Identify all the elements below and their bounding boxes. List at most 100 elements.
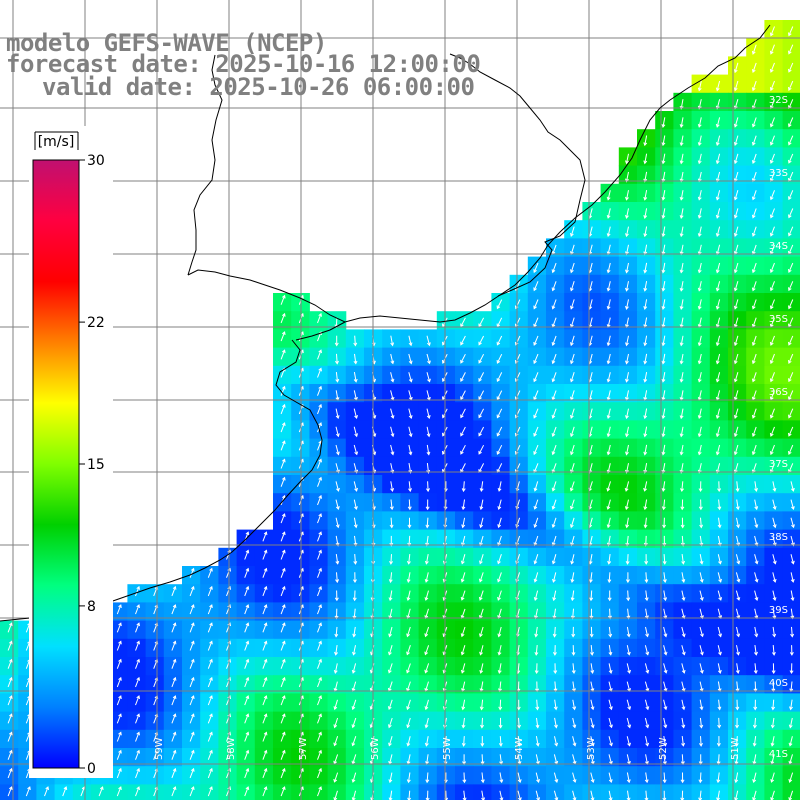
wind-arrow-head xyxy=(318,385,322,390)
wind-arrow-head xyxy=(644,779,649,784)
wind-arrow-head xyxy=(733,105,738,110)
wind-arrow xyxy=(353,626,356,637)
wind-arrow-head xyxy=(715,269,720,274)
wind-arrow xyxy=(608,699,612,710)
wind-arrow xyxy=(570,463,575,473)
wind-arrow xyxy=(517,645,520,655)
wind-arrow-head xyxy=(754,560,759,565)
wind-arrow xyxy=(680,153,684,164)
wind-arrow xyxy=(662,153,666,164)
wind-arrow-head xyxy=(625,451,629,456)
wind-arrow-head xyxy=(352,597,357,602)
wind-arrow-head xyxy=(790,487,795,492)
wind-arrow-head xyxy=(679,378,684,383)
wind-arrow xyxy=(752,317,757,328)
wind-arrow-head xyxy=(754,524,759,529)
wind-arrow xyxy=(734,99,739,109)
wind-arrow xyxy=(189,568,195,578)
wind-arrow xyxy=(734,335,739,346)
wind-arrow xyxy=(352,772,357,783)
wind-arrow xyxy=(7,695,13,706)
wind-arrow xyxy=(534,535,539,546)
wind-arrow xyxy=(570,499,575,510)
wind-arrow xyxy=(752,353,757,364)
wind-arrow xyxy=(698,335,702,346)
wind-arrow-head xyxy=(554,742,559,747)
wind-arrow xyxy=(680,426,684,437)
wind-arrow-head xyxy=(281,786,286,790)
wind-arrow-head xyxy=(263,531,268,536)
wind-arrow-head xyxy=(606,524,611,529)
wind-arrow-head xyxy=(335,542,340,547)
wind-arrow xyxy=(207,677,213,688)
wind-arrow-head xyxy=(788,778,793,783)
wind-arrow-head xyxy=(697,160,702,165)
wind-arrow xyxy=(460,463,466,473)
wind-arrow xyxy=(478,390,485,400)
wind-arrow xyxy=(700,736,702,746)
wind-arrow xyxy=(280,586,286,597)
wind-arrow-head xyxy=(442,378,446,383)
wind-arrow-head xyxy=(118,695,122,699)
colorbar-unit-bracket xyxy=(34,131,79,150)
wind-arrow-head xyxy=(697,269,702,274)
wind-arrow-head xyxy=(533,560,538,565)
wind-arrow xyxy=(607,499,611,510)
wind-arrow-head xyxy=(699,597,704,602)
wind-arrow xyxy=(408,444,412,455)
wind-arrow xyxy=(662,190,666,200)
wind-arrow xyxy=(44,786,49,797)
wind-arrow-head xyxy=(606,487,611,492)
wind-arrow xyxy=(552,390,557,400)
wind-arrow xyxy=(645,772,648,783)
wind-arrow xyxy=(354,353,357,364)
wind-arrow-head xyxy=(426,433,431,438)
wind-arrow xyxy=(589,517,593,528)
wind-arrow-head xyxy=(769,269,774,274)
wind-arrow xyxy=(717,754,720,765)
wind-arrow-head xyxy=(662,542,667,547)
wind-arrow-head xyxy=(406,669,410,674)
wind-arrow xyxy=(189,604,195,615)
wind-arrow-head xyxy=(318,622,322,627)
wind-arrow xyxy=(533,317,539,327)
wind-arrow xyxy=(698,317,702,328)
wind-arrow xyxy=(589,535,593,546)
wind-arrow-head xyxy=(209,695,213,699)
wind-arrow xyxy=(699,626,704,637)
wind-arrow xyxy=(244,750,249,760)
wind-arrow xyxy=(570,372,575,382)
wind-arrow-head xyxy=(227,731,231,736)
wind-arrow-head xyxy=(625,342,629,347)
lat-label: 39S xyxy=(769,605,788,616)
wind-arrow xyxy=(389,626,393,637)
wind-arrow xyxy=(116,623,122,633)
wind-arrow xyxy=(772,608,776,619)
wind-arrow xyxy=(788,444,794,455)
wind-arrow xyxy=(734,208,739,218)
wind-arrow xyxy=(770,171,775,182)
wind-arrow xyxy=(244,695,249,706)
wind-arrow xyxy=(262,750,267,760)
wind-arrow-head xyxy=(551,505,556,510)
wind-arrow xyxy=(735,790,739,800)
wind-arrow xyxy=(663,554,666,564)
wind-arrow-head xyxy=(661,488,666,492)
wind-arrow xyxy=(770,444,775,455)
wind-arrow xyxy=(552,281,557,291)
wind-arrow-head xyxy=(533,487,538,492)
wind-arrow xyxy=(590,754,594,764)
wind-arrow-head xyxy=(517,797,522,800)
wind-arrow-head xyxy=(318,767,322,772)
wind-arrow-head xyxy=(769,287,774,292)
wind-arrow xyxy=(388,717,393,728)
wind-arrow xyxy=(626,772,630,783)
wind-arrow xyxy=(388,736,393,746)
wind-arrow xyxy=(554,717,557,728)
wind-arrow-head xyxy=(770,742,775,747)
wind-arrow xyxy=(171,768,176,779)
wind-arrow xyxy=(770,190,775,200)
wind-arrow xyxy=(644,317,648,328)
wind-arrow xyxy=(515,299,521,309)
wind-arrow xyxy=(460,408,466,418)
